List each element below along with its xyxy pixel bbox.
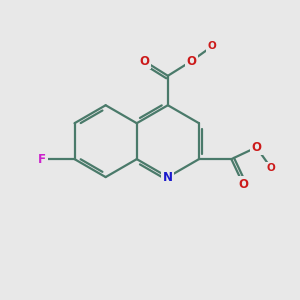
- Text: N: N: [163, 171, 173, 184]
- Text: O: O: [251, 141, 261, 154]
- Text: O: O: [139, 55, 149, 68]
- Text: O: O: [208, 41, 216, 51]
- Text: O: O: [238, 178, 248, 191]
- Text: O: O: [186, 55, 197, 68]
- Text: O: O: [267, 163, 275, 173]
- Text: F: F: [38, 153, 46, 166]
